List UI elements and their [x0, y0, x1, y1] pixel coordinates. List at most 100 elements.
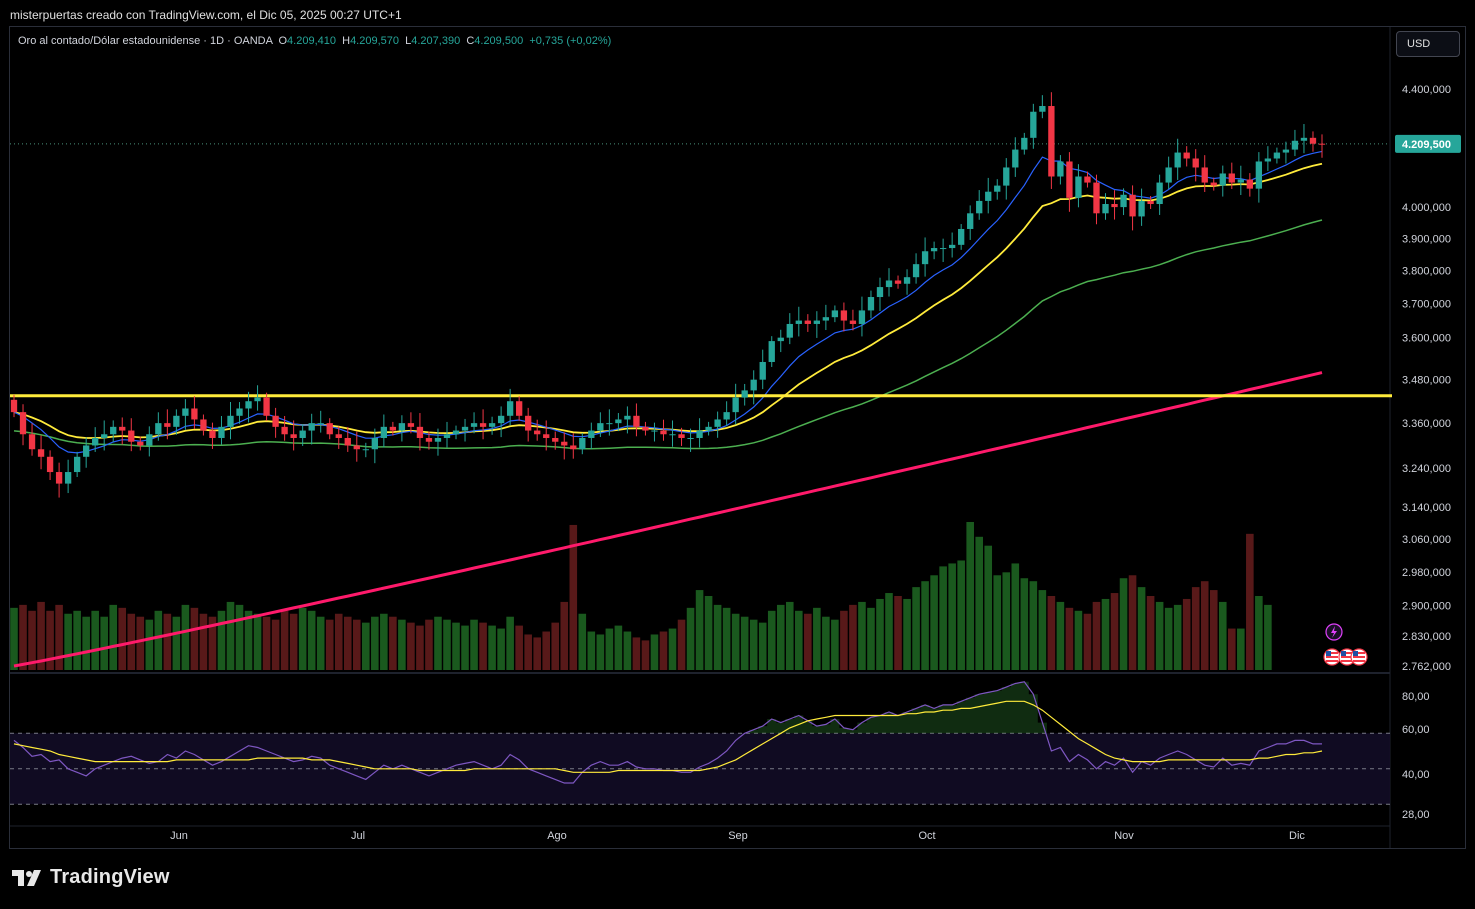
candle-body [1129, 194, 1136, 217]
candle-body [813, 320, 820, 324]
candle-body [1183, 152, 1190, 159]
candle-body [714, 419, 721, 427]
volume-bar [795, 610, 803, 670]
candle-body [389, 426, 397, 431]
candle-body [903, 277, 911, 284]
volume-bar [957, 560, 965, 670]
pane-separator[interactable] [10, 672, 1390, 674]
candle-body [615, 419, 622, 424]
candle-body [822, 317, 830, 321]
candle-body [479, 423, 487, 427]
tradingview-logo[interactable]: TradingView [12, 866, 170, 889]
volume-bar [1092, 601, 1101, 670]
volume-bar [1255, 596, 1263, 670]
last-price-tag[interactable] [1395, 134, 1461, 153]
grid-layer [10, 27, 1391, 848]
close-value: 4.209,500 [474, 35, 524, 47]
candle-body [1291, 140, 1299, 150]
volume-bar [352, 619, 361, 670]
candle-body [137, 441, 144, 446]
ema-50-line [13, 219, 1323, 450]
candle-body [128, 430, 135, 442]
volume-bar [813, 607, 821, 670]
volume-bar [154, 610, 163, 670]
volume-bar [91, 610, 99, 670]
volume-bar [1228, 628, 1236, 670]
time-axis[interactable]: Jun Jul Ago Sep Oct Nov Dic [170, 830, 1305, 842]
candle-body [750, 379, 757, 391]
candle-body [660, 430, 667, 435]
candle-body [73, 456, 81, 473]
candle-body [218, 426, 225, 438]
price-tick-label: 3.360,000 [1402, 418, 1451, 430]
volume-bar [578, 613, 587, 670]
volume-bar [307, 610, 316, 670]
volume-bar [82, 616, 90, 670]
chart-caption: misterpuertas creado con TradingView.com… [10, 8, 402, 22]
candle-body [795, 320, 802, 324]
candle-body [506, 401, 514, 416]
candle-body [912, 264, 920, 278]
candle-body [976, 200, 983, 214]
volume-bar [398, 619, 406, 670]
currency-button[interactable]: USD [1396, 31, 1460, 57]
candle-body [867, 297, 875, 311]
low-value: 4.207,390 [411, 35, 461, 47]
price-tick-label: 2.830,000 [1402, 631, 1451, 643]
volume-bar [686, 607, 695, 670]
time-tick-label: Nov [1114, 830, 1134, 842]
volume-bar [28, 610, 36, 670]
us-flag-event-icon[interactable] [1350, 648, 1368, 666]
candle-body [55, 472, 63, 484]
volume-bar [560, 601, 569, 670]
lightning-event-icon[interactable] [1325, 623, 1343, 641]
event-icons[interactable] [1323, 623, 1368, 666]
candle-body [1282, 149, 1290, 153]
candle-body [651, 430, 658, 432]
volume-bar [461, 625, 469, 670]
volume-bar [948, 563, 956, 670]
volume-bar [1246, 533, 1254, 670]
candle-body [1192, 158, 1199, 168]
candle-body [299, 430, 306, 438]
candle-body [254, 397, 261, 402]
candle-body [534, 430, 541, 435]
symbol-name[interactable]: Oro al contado/Dólar estadounidense · 1D… [18, 35, 273, 47]
volume-bar [172, 616, 181, 670]
volume-bar [596, 634, 605, 670]
volume-bar [641, 640, 650, 670]
candle-body [1039, 106, 1046, 112]
candle-body [245, 401, 252, 409]
candle-body [1093, 182, 1100, 214]
candle-body [1255, 161, 1263, 189]
volume-bar [208, 616, 217, 670]
candle-body [1309, 137, 1317, 144]
candle-body [443, 434, 451, 438]
volume-bar [371, 616, 379, 670]
candle-body [1084, 176, 1091, 183]
candle-body [642, 426, 649, 431]
sma-200-line [13, 371, 1323, 668]
volume-bar [1047, 596, 1056, 670]
candle-body [561, 441, 568, 446]
candle-body [516, 401, 523, 416]
candle-body [317, 423, 324, 425]
low-label: L [405, 35, 412, 47]
volume-bar [407, 622, 415, 670]
candle-body [921, 251, 929, 265]
volume-bar [1056, 601, 1065, 670]
candle-body [885, 280, 893, 288]
time-tick-label: Jun [170, 830, 188, 842]
price-axis[interactable]: 4.400,000 4.000,000 3.900,000 3.800,000 3.70… [1395, 84, 1461, 673]
candle-body [1147, 200, 1154, 205]
horizontal-level-layer[interactable] [10, 143, 1392, 398]
volume-bar [1182, 598, 1191, 670]
volume-bar [515, 625, 523, 670]
us-flag-event-icon[interactable] [1323, 648, 1341, 666]
candle-body [786, 323, 793, 338]
candle-body [696, 430, 703, 438]
candle-body [525, 415, 532, 431]
candle-body [1048, 106, 1055, 177]
candle-body [1057, 161, 1064, 177]
